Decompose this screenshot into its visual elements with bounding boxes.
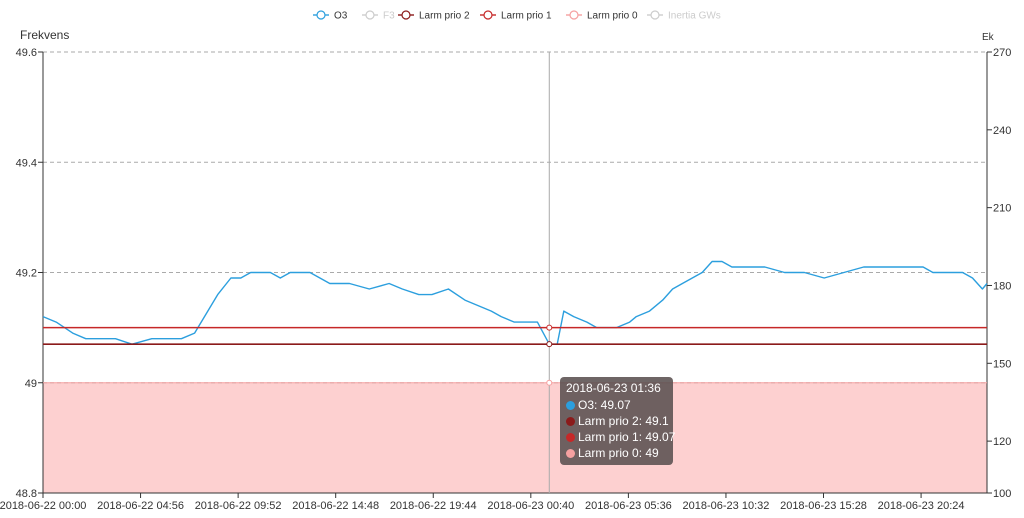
series-line-o3 xyxy=(42,260,988,345)
alarm-zone-fill xyxy=(43,382,987,493)
series-dot-icon xyxy=(566,417,575,426)
y-left-tick-label: 49 xyxy=(25,378,37,390)
hover-marker xyxy=(546,324,553,331)
axis-layer: Frekvens Ek 49.6 49.4 49.2 49 48.8 270 240 210 1… xyxy=(0,28,1011,512)
data-tooltip: 2018-06-23 01:36 O3: 49.07 Larm prio 2: 4… xyxy=(560,377,675,465)
x-tick-label: 2018-06-22 04:56 xyxy=(97,500,184,512)
legend-label: Larm prio 1 xyxy=(501,11,552,22)
alarm-zone-layer xyxy=(43,382,987,493)
x-tick-label: 2018-06-22 00:00 xyxy=(0,500,86,512)
tooltip-row-label: Larm prio 1: 49.07 xyxy=(578,430,676,444)
tooltip-title: 2018-06-23 01:36 xyxy=(566,381,661,395)
y-left-tick-label: 49.2 xyxy=(16,268,37,280)
tooltip-row: Larm prio 0: 49 xyxy=(566,445,667,461)
hover-marker xyxy=(546,379,553,386)
series-dot-icon xyxy=(566,433,575,442)
tooltip-row-label: O3: 49.07 xyxy=(578,398,631,412)
series-dot-icon xyxy=(566,401,575,410)
x-tick-label: 2018-06-23 10:32 xyxy=(683,500,770,512)
legend-item-o3[interactable]: O3 xyxy=(313,10,348,22)
x-tick-label: 2018-06-23 00:40 xyxy=(487,500,574,512)
legend-circle-icon xyxy=(650,10,660,20)
x-tick-label: 2018-06-22 14:48 xyxy=(292,500,379,512)
tooltip-row-label: Larm prio 2: 49.1 xyxy=(578,414,669,428)
y-left-tick-label: 49.6 xyxy=(16,47,37,59)
legend-label: Larm prio 0 xyxy=(587,11,638,22)
y-left-tick-label: 48.8 xyxy=(16,488,37,500)
tooltip-rows: O3: 49.07 Larm prio 2: 49.1 Larm prio 1: 4… xyxy=(566,397,675,461)
legend-circle-icon xyxy=(316,10,326,20)
legend-circle-icon xyxy=(365,10,375,20)
tooltip-row: Larm prio 2: 49.1 xyxy=(566,413,669,429)
y-right-axis-title: Ek xyxy=(982,32,995,43)
x-tick-label: 2018-06-22 09:52 xyxy=(195,500,282,512)
y-right-tick-label: 150 xyxy=(993,358,1011,370)
x-tick-label: 2018-06-23 05:36 xyxy=(585,500,672,512)
y-right-tick-label: 270 xyxy=(993,47,1011,59)
y-left-tick-label: 49.4 xyxy=(16,157,37,169)
grid-layer xyxy=(43,51,987,384)
y-right-tick-label: 100 xyxy=(993,488,1011,500)
series-dot-icon xyxy=(566,449,575,458)
y-right-tick-label: 210 xyxy=(993,203,1011,215)
series-layer xyxy=(42,52,988,493)
legend-label: Inertia GWs xyxy=(668,11,721,22)
legend-circle-icon xyxy=(569,10,579,20)
x-tick-label: 2018-06-22 19:44 xyxy=(390,500,477,512)
legend-label: Larm prio 2 xyxy=(419,11,470,22)
legend-item-inertia-gws[interactable]: Inertia GWs xyxy=(647,10,721,22)
hover-marker xyxy=(546,341,553,348)
legend-item-f3[interactable]: F3 xyxy=(362,10,395,22)
legend: O3 F3 Larm prio 2 Larm prio 1 Larm prio 0 Ine… xyxy=(313,10,721,22)
tooltip-row: O3: 49.07 xyxy=(566,397,667,413)
tooltip-row: Larm prio 1: 49.07 xyxy=(566,429,675,445)
legend-item-larm-prio-2[interactable]: Larm prio 2 xyxy=(398,10,470,22)
y-right-tick-label: 240 xyxy=(993,125,1011,137)
y-right-tick-label: 120 xyxy=(993,436,1011,448)
legend-circle-icon xyxy=(483,10,493,20)
legend-item-larm-prio-1[interactable]: Larm prio 1 xyxy=(480,10,552,22)
legend-item-larm-prio-0[interactable]: Larm prio 0 xyxy=(566,10,638,22)
y-right-tick-label: 180 xyxy=(993,280,1011,292)
legend-label: O3 xyxy=(334,11,348,22)
legend-label: F3 xyxy=(383,11,395,22)
legend-circle-icon xyxy=(401,10,411,20)
x-tick-label: 2018-06-23 20:24 xyxy=(878,500,965,512)
x-tick-label: 2018-06-23 15:28 xyxy=(780,500,867,512)
tooltip-row-label: Larm prio 0: 49 xyxy=(578,446,659,460)
y-left-axis-title: Frekvens xyxy=(20,28,69,42)
